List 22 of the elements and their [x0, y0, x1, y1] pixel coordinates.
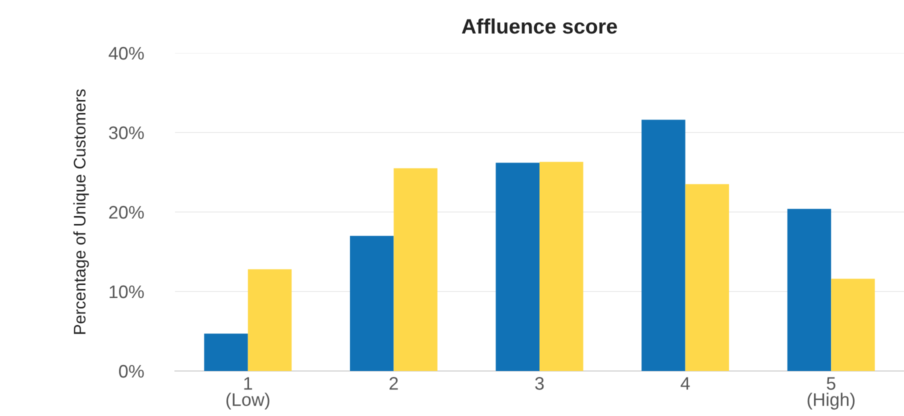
y-tick-label: 40%: [108, 46, 144, 60]
bar: [787, 208, 832, 371]
bar: [540, 162, 584, 371]
bar: [831, 278, 875, 371]
y-tick-label: 30%: [108, 126, 144, 140]
y-tick-label: 20%: [109, 206, 144, 219]
bar: [685, 184, 730, 371]
bar: [642, 120, 686, 371]
bar: [394, 168, 438, 371]
x-tick-label: 1 (Low): [226, 377, 270, 410]
chart-title: Affluence score: [462, 18, 617, 34]
y-tick-label: 0%: [119, 364, 144, 378]
bar: [350, 236, 394, 371]
x-tick-label: 5 (High): [808, 377, 855, 410]
bar: [496, 162, 540, 371]
bar: [204, 334, 248, 371]
x-tick-label: 3: [535, 377, 544, 390]
y-tick-label: 10%: [110, 285, 144, 298]
bar: [248, 269, 292, 371]
x-tick-label: 2: [390, 377, 398, 390]
x-tick-label: 4: [680, 377, 690, 390]
y-axis-title: Percentage of Unique Customers: [73, 89, 89, 334]
